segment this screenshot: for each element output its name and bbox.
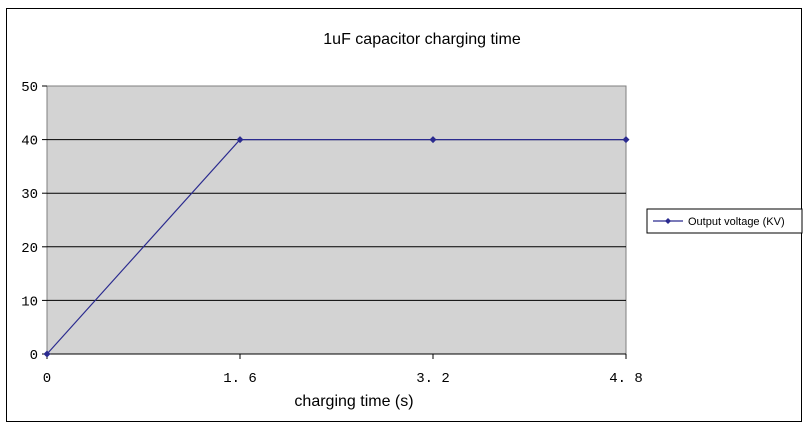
legend: Output voltage (KV): [646, 208, 803, 234]
x-tick-label: 3. 2: [416, 371, 450, 387]
chart: 1uF capacitor charging time 01020304050 …: [21, 31, 803, 410]
series-layer: [43, 136, 630, 358]
series-line: [46, 139, 626, 355]
y-axis-ticks: 0 10 20 30 40 50: [21, 80, 47, 364]
x-axis-label: charging time (s): [294, 393, 413, 410]
chart-frame: 1uF capacitor charging time 0 10 20 30 40 50 …: [6, 8, 803, 422]
y-tick-label: 30: [21, 187, 38, 203]
x-tick-label: 1. 6: [223, 371, 257, 387]
chart-title: 1uF capacitor charging time: [323, 31, 521, 48]
data-point: [43, 350, 51, 358]
y-tick-label: 0: [30, 348, 38, 364]
legend-series-label: Output voltage (KV): [688, 216, 785, 228]
x-axis-ticks: 0 1. 6 3. 2 4. 8: [43, 354, 643, 387]
x-tick-label: 4. 8: [609, 371, 643, 387]
data-point: [429, 136, 437, 144]
legend-marker-swatch: [665, 218, 671, 224]
y-tick-label: 50: [21, 80, 38, 96]
y-tick-label: 20: [21, 241, 38, 257]
y-tick-label: 10: [21, 294, 38, 310]
plot-area: [46, 85, 627, 355]
data-point: [622, 136, 630, 144]
y-tick-label: 40: [21, 134, 38, 150]
x-tick-label: 0: [43, 371, 51, 387]
data-point: [236, 136, 244, 144]
